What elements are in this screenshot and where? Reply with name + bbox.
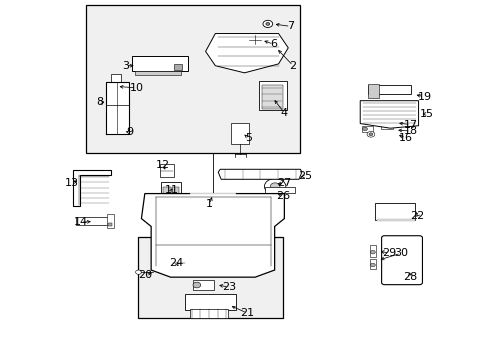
Bar	[174, 64, 182, 70]
Bar	[376, 219, 414, 221]
Bar	[107, 214, 114, 228]
Bar	[388, 268, 394, 272]
Text: 24: 24	[169, 258, 183, 268]
Text: 15: 15	[419, 109, 433, 119]
Circle shape	[135, 270, 141, 274]
Bar	[413, 247, 419, 251]
Text: 17: 17	[403, 120, 417, 130]
Text: 29: 29	[382, 248, 396, 258]
Bar	[259, 81, 287, 111]
Bar	[380, 123, 392, 129]
Bar	[401, 257, 407, 261]
Bar	[369, 246, 375, 257]
Bar	[374, 203, 414, 220]
Circle shape	[370, 263, 374, 267]
Text: 20: 20	[138, 270, 152, 280]
Bar	[173, 258, 184, 270]
Circle shape	[263, 20, 272, 27]
Bar	[388, 257, 394, 261]
Text: 8: 8	[96, 97, 103, 107]
Bar	[401, 268, 407, 272]
Bar	[413, 257, 419, 261]
Circle shape	[193, 282, 201, 288]
Bar	[369, 258, 375, 269]
Bar	[387, 266, 415, 274]
Bar	[86, 5, 300, 153]
Bar	[387, 245, 415, 252]
Text: 13: 13	[65, 178, 79, 188]
Circle shape	[264, 179, 285, 194]
Bar	[230, 123, 249, 144]
Text: 19: 19	[416, 92, 430, 102]
Text: 7: 7	[286, 21, 294, 31]
Bar	[163, 187, 170, 194]
Text: 5: 5	[244, 133, 251, 143]
Polygon shape	[141, 194, 284, 277]
Text: 12: 12	[156, 160, 169, 170]
Polygon shape	[218, 169, 301, 179]
Bar	[135, 71, 181, 75]
Bar	[265, 187, 294, 193]
Text: 14: 14	[73, 217, 87, 227]
Polygon shape	[360, 101, 418, 128]
Text: 11: 11	[164, 185, 178, 195]
Bar	[190, 309, 227, 318]
Bar	[362, 126, 372, 132]
Bar	[413, 268, 419, 272]
Bar	[368, 84, 378, 98]
Text: 23: 23	[222, 282, 236, 292]
FancyBboxPatch shape	[381, 236, 422, 285]
Bar	[108, 223, 112, 226]
Circle shape	[368, 133, 372, 136]
Polygon shape	[106, 82, 128, 134]
Circle shape	[249, 35, 261, 44]
Text: 22: 22	[409, 211, 424, 221]
Text: 18: 18	[403, 126, 417, 136]
Text: 2: 2	[289, 61, 296, 71]
Text: 3: 3	[122, 61, 129, 71]
Text: 9: 9	[126, 127, 134, 138]
Circle shape	[362, 127, 367, 131]
Circle shape	[270, 183, 280, 190]
Bar	[161, 182, 181, 196]
Circle shape	[370, 250, 374, 254]
Polygon shape	[73, 170, 111, 206]
Circle shape	[366, 131, 374, 137]
Bar	[185, 294, 236, 310]
Bar	[193, 280, 213, 290]
Text: 1: 1	[205, 199, 213, 209]
Bar	[388, 247, 394, 251]
Polygon shape	[205, 33, 287, 73]
Text: 26: 26	[276, 191, 290, 201]
Text: 4: 4	[280, 108, 287, 118]
Bar	[160, 164, 174, 177]
Text: 6: 6	[270, 39, 277, 49]
Text: 16: 16	[398, 133, 412, 143]
Bar	[131, 56, 187, 71]
Bar	[76, 217, 109, 225]
Text: 28: 28	[402, 272, 416, 282]
Bar	[368, 85, 410, 94]
Bar	[111, 74, 121, 82]
Text: 25: 25	[298, 171, 312, 181]
Bar	[401, 247, 407, 251]
Text: 30: 30	[393, 248, 407, 258]
Circle shape	[265, 22, 269, 25]
Bar	[137, 237, 283, 318]
Bar	[261, 85, 283, 109]
Bar	[387, 256, 415, 263]
Text: 21: 21	[240, 308, 253, 318]
Text: 27: 27	[277, 178, 291, 188]
Bar	[171, 187, 179, 194]
Text: 10: 10	[129, 83, 143, 93]
